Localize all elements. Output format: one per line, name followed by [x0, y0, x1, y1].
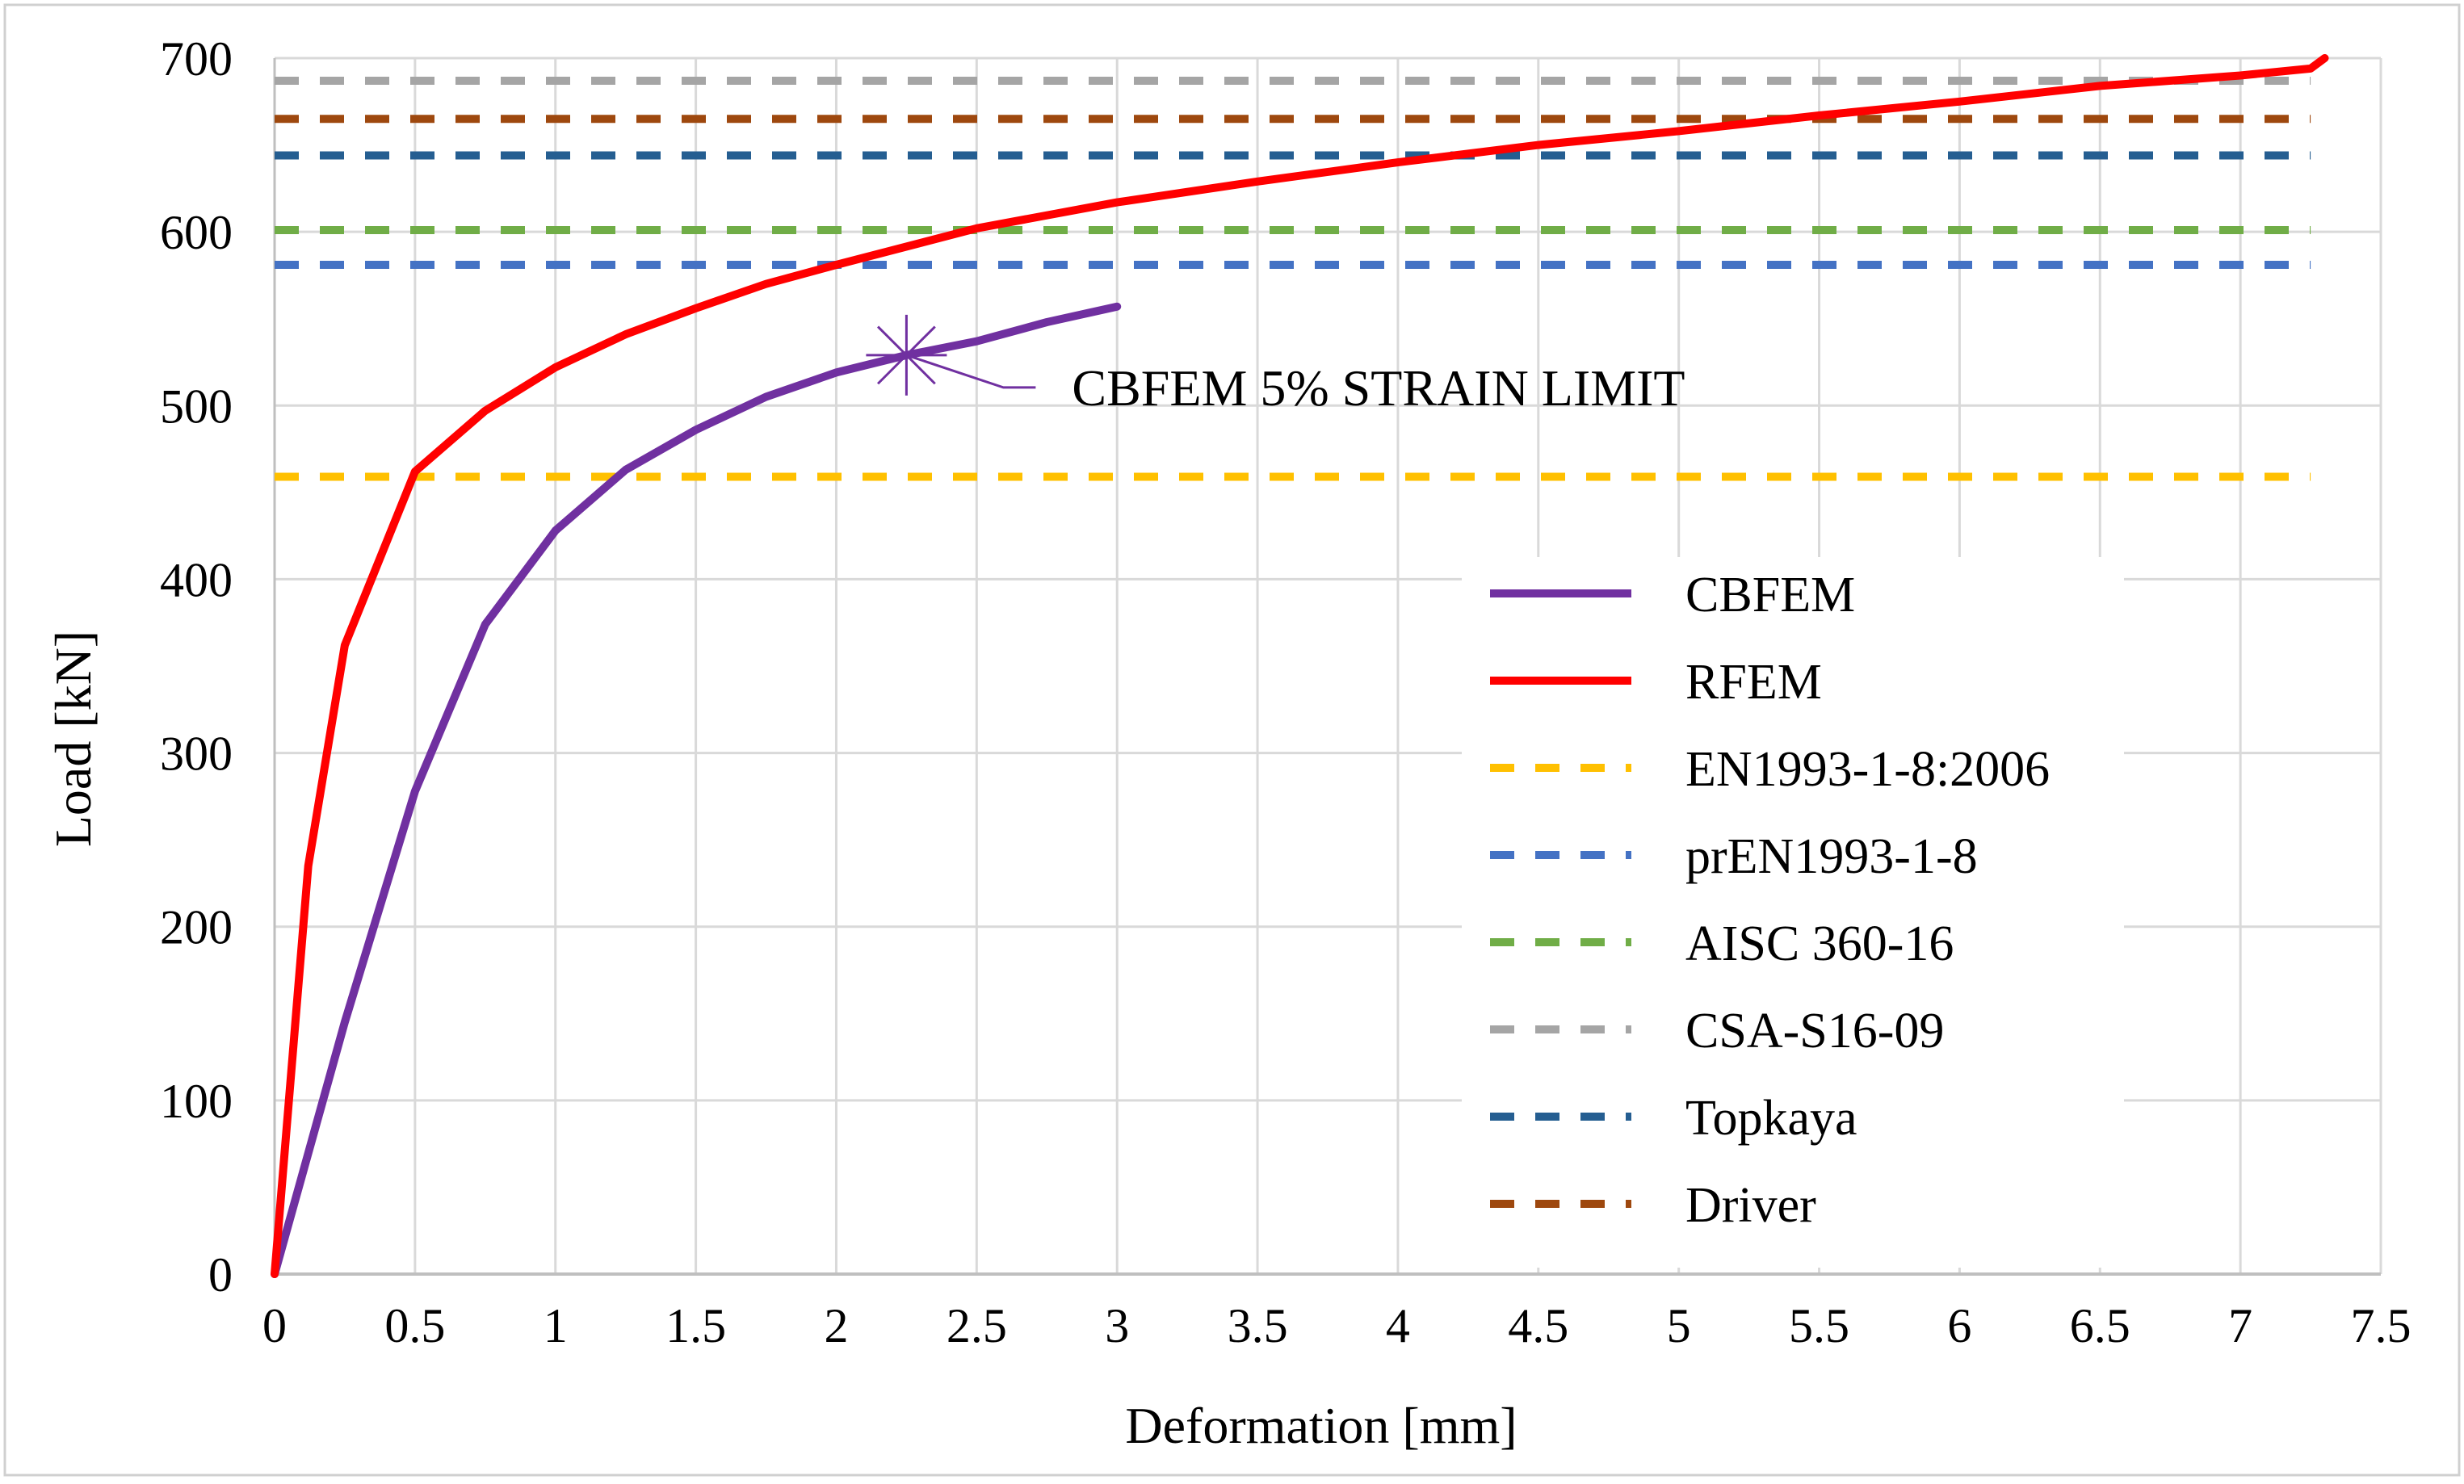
- x-tick-label: 3.5: [1228, 1299, 1288, 1352]
- legend-background: [1462, 557, 2124, 1268]
- y-tick-label: 700: [160, 32, 233, 86]
- y-tick-label: 300: [160, 727, 233, 781]
- legend-label: CSA-S16-09: [1685, 1004, 1944, 1059]
- x-tick-label: 0: [262, 1299, 287, 1352]
- y-tick-label: 500: [160, 379, 233, 433]
- x-tick-label: 6.5: [2070, 1299, 2130, 1352]
- chart-frame: [3, 3, 2461, 1477]
- legend-label: CBFEM: [1685, 568, 1855, 623]
- x-tick-label: 6: [1947, 1299, 1971, 1352]
- legend: CBFEM RFEM EN1993-1-8:2006 prEN1993-1-8 AISC…: [1462, 557, 2124, 1268]
- y-tick-label: 0: [208, 1248, 233, 1302]
- x-tick-label: 4.5: [1508, 1299, 1568, 1352]
- annotation-leader-line: [905, 354, 1036, 389]
- legend-label: EN1993-1-8:2006: [1685, 742, 2050, 797]
- series-line-rfem: [271, 54, 2329, 1278]
- legend-label: Topkaya: [1685, 1091, 1857, 1146]
- legend-label: RFEM: [1685, 655, 1822, 710]
- x-tick-label: 4: [1386, 1299, 1410, 1352]
- series-curves: [271, 54, 2329, 1278]
- series-line-cbfem: [271, 302, 1122, 1278]
- annotation-group: CBFEM 5% STRAIN LIMIT: [866, 314, 1685, 417]
- y-tick-label: 100: [160, 1075, 233, 1128]
- x-tick-label: 2: [824, 1299, 848, 1352]
- legend-label: AISC 360-16: [1685, 916, 1954, 971]
- x-tick-label: 5: [1667, 1299, 1691, 1352]
- axes: [273, 58, 2381, 1276]
- y-tick-label: 600: [160, 206, 233, 259]
- y-tick-label: 400: [160, 553, 233, 606]
- x-tick-label: 3: [1105, 1299, 1129, 1352]
- annotation-text: CBFEM 5% STRAIN LIMIT: [1072, 359, 1685, 417]
- x-tick-label: 2.5: [947, 1299, 1007, 1352]
- legend-label: prEN1993-1-8: [1685, 829, 1978, 884]
- x-tick-label: 1: [544, 1299, 568, 1352]
- y-tick-label: 200: [160, 901, 233, 954]
- x-tick-label: 7.5: [2351, 1299, 2412, 1352]
- x-tick-labels: 0 0.5 1 1.5 2 2.5 3 3.5 4 4.5 5 5.5 6 6.5 7 7.5: [262, 1299, 2412, 1352]
- y-tick-labels: 0 100 200 300 400 500 600 700: [160, 32, 233, 1302]
- x-tick-label: 1.5: [665, 1299, 726, 1352]
- x-tick-label: 5.5: [1789, 1299, 1849, 1352]
- legend-label: Driver: [1685, 1178, 1816, 1233]
- y-axis-label: Load [kN]: [44, 631, 102, 847]
- x-tick-label: 7: [2228, 1299, 2252, 1352]
- x-tick-label: 0.5: [384, 1299, 445, 1352]
- x-axis-label: Deformation [mm]: [1125, 1397, 1517, 1454]
